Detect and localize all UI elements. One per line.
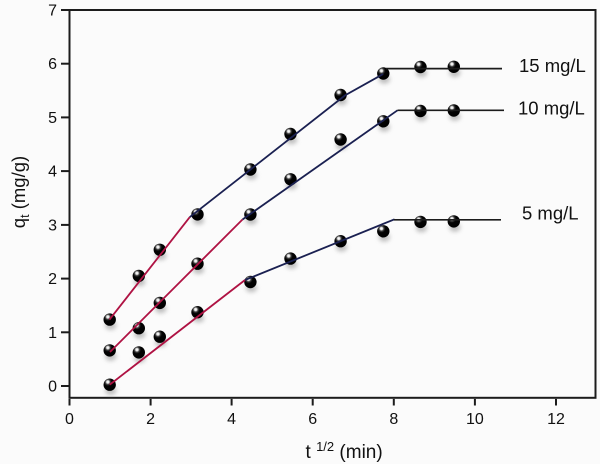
svg-text:0: 0 <box>65 411 74 428</box>
svg-text:4: 4 <box>48 164 57 181</box>
svg-text:2: 2 <box>146 411 155 428</box>
svg-text:10: 10 <box>466 411 484 428</box>
svg-text:qt (mg/g): qt (mg/g) <box>8 156 32 228</box>
svg-text:3: 3 <box>48 217 57 234</box>
svg-text:0: 0 <box>48 379 57 396</box>
svg-text:6: 6 <box>48 56 57 73</box>
svg-text:15 mg/L: 15 mg/L <box>519 55 586 76</box>
svg-text:2: 2 <box>48 271 57 288</box>
svg-text:12: 12 <box>547 411 565 428</box>
svg-text:8: 8 <box>389 411 398 428</box>
svg-text:4: 4 <box>227 411 236 428</box>
svg-text:t 1/2 (min): t 1/2 (min) <box>306 439 383 463</box>
svg-text:7: 7 <box>48 3 57 20</box>
svg-text:10 mg/L: 10 mg/L <box>518 98 585 119</box>
svg-text:6: 6 <box>308 411 317 428</box>
svg-text:5 mg/L: 5 mg/L <box>522 203 579 224</box>
svg-text:5: 5 <box>48 110 57 127</box>
svg-text:1: 1 <box>48 325 57 342</box>
